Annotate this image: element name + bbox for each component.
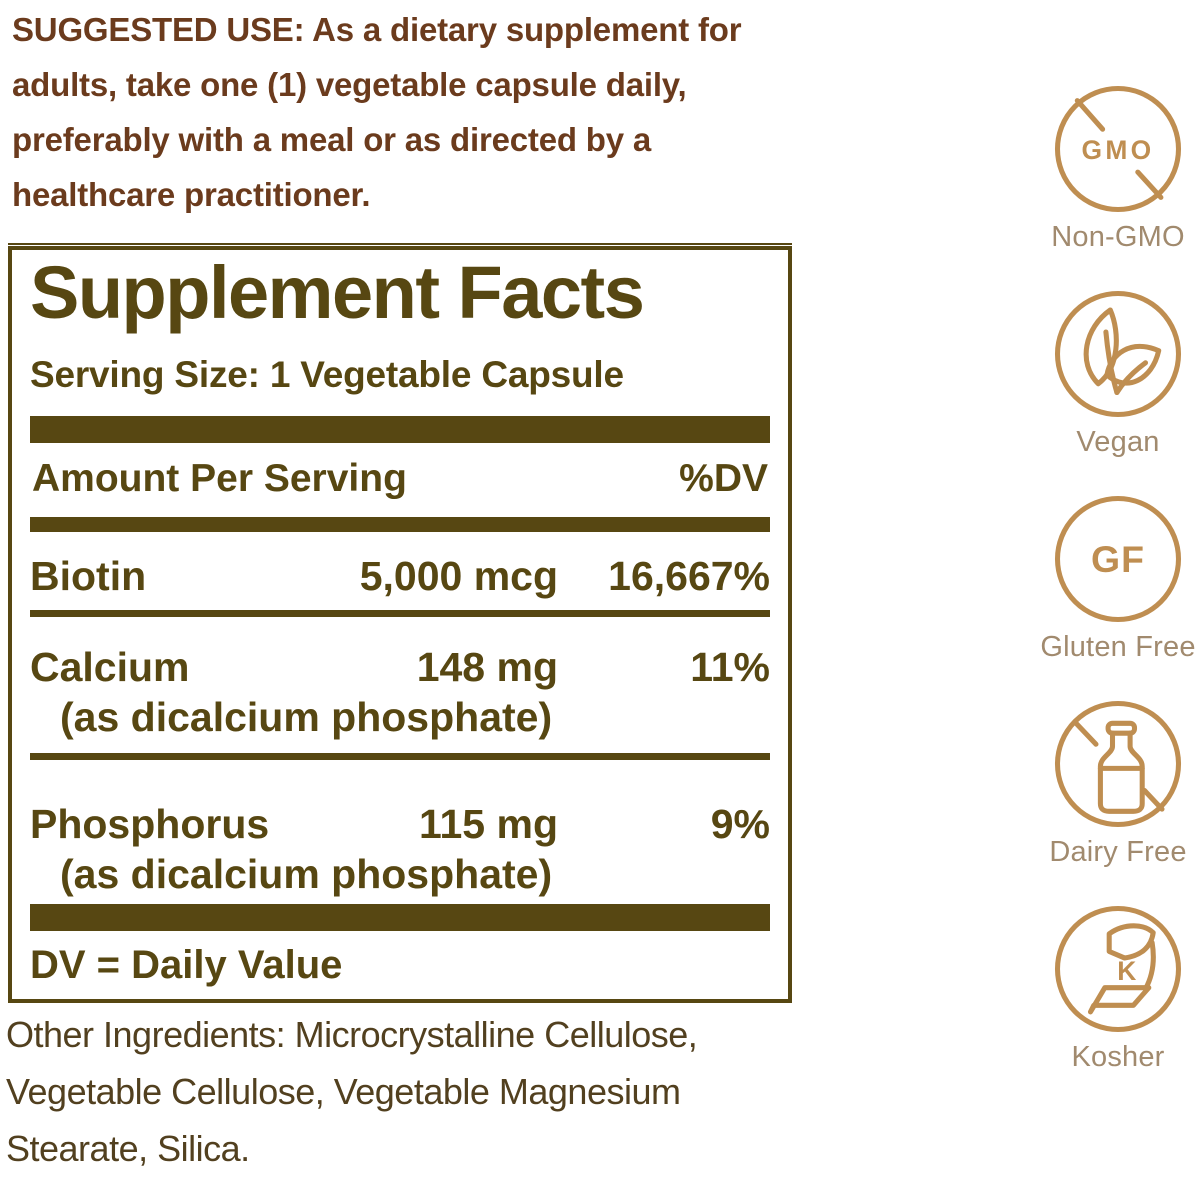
other-ingredients-text: Other Ingredients: Microcrystalline Cell… (6, 1014, 698, 1169)
nutrient-source-note: (as dicalcium phosphate) (60, 694, 553, 740)
serving-size-text: Serving Size: 1 Vegetable Capsule (30, 354, 624, 395)
nutrient-name: Phosphorus (30, 801, 270, 847)
nutrient-name: Biotin (30, 553, 147, 599)
badge-label: Non-GMO (1051, 221, 1185, 253)
nutrient-amount: 115 mg (418, 801, 558, 847)
badge-label: Vegan (1076, 426, 1160, 458)
daily-value-footnote: DV = Daily Value (30, 943, 343, 987)
certification-badges: GMO Non-GMO Vegan GF Gluten Free Dairy (1040, 83, 1196, 1074)
nutrient-row-calcium: Calcium 148 mg 11% (as dicalcium phospha… (30, 617, 770, 741)
nutrient-dv: 11% (690, 644, 770, 690)
leaves-icon (1054, 290, 1182, 418)
badge-label: Gluten Free (1040, 631, 1196, 663)
divider-thin (30, 753, 770, 760)
badge-non-gmo: GMO Non-GMO (1051, 83, 1185, 254)
kosher-k-icon: K (1054, 905, 1182, 1033)
gmo-crossed-icon: GMO (1054, 85, 1182, 213)
badge-label: Kosher (1071, 1041, 1165, 1073)
badge-dairy-free: Dairy Free (1049, 698, 1186, 869)
panel-title: Supplement Facts (30, 251, 645, 334)
badge-label: Dairy Free (1049, 836, 1187, 868)
nutrient-row-biotin: Biotin 5,000 mcg 16,667% (30, 532, 770, 600)
nutrient-row-phosphorus: Phosphorus 115 mg 9% (as dicalcium phosp… (30, 760, 770, 898)
badge-vegan: Vegan (1052, 288, 1184, 459)
svg-text:GMO: GMO (1082, 135, 1155, 165)
nutrient-amount: 148 mg (416, 644, 558, 690)
svg-text:K: K (1117, 956, 1136, 986)
milk-bottle-crossed-icon (1054, 700, 1182, 828)
divider-thin (30, 610, 770, 617)
column-header-row: Amount Per Serving %DV (30, 443, 770, 517)
supplement-facts-panel: Supplement Facts Serving Size: 1 Vegetab… (8, 243, 792, 1003)
nutrient-name: Calcium (30, 644, 190, 690)
divider-thick-top (30, 416, 770, 443)
svg-text:GF: GF (1091, 538, 1145, 580)
amount-per-serving-header: Amount Per Serving (32, 457, 407, 500)
nutrient-dv: 16,667% (608, 553, 770, 599)
suggested-use-text: SUGGESTED USE: As a dietary supplement f… (12, 11, 742, 213)
nutrient-source-note: (as dicalcium phosphate) (60, 851, 553, 897)
nutrient-amount: 5,000 mcg (359, 553, 558, 599)
divider-thick-bottom (30, 904, 770, 931)
badge-kosher: K Kosher (1052, 903, 1184, 1074)
badge-gluten-free: GF Gluten Free (1040, 493, 1195, 664)
nutrient-dv: 9% (710, 801, 770, 847)
percent-dv-header: %DV (679, 457, 768, 500)
gf-circle-icon: GF (1054, 495, 1182, 623)
divider-medium (30, 517, 770, 532)
